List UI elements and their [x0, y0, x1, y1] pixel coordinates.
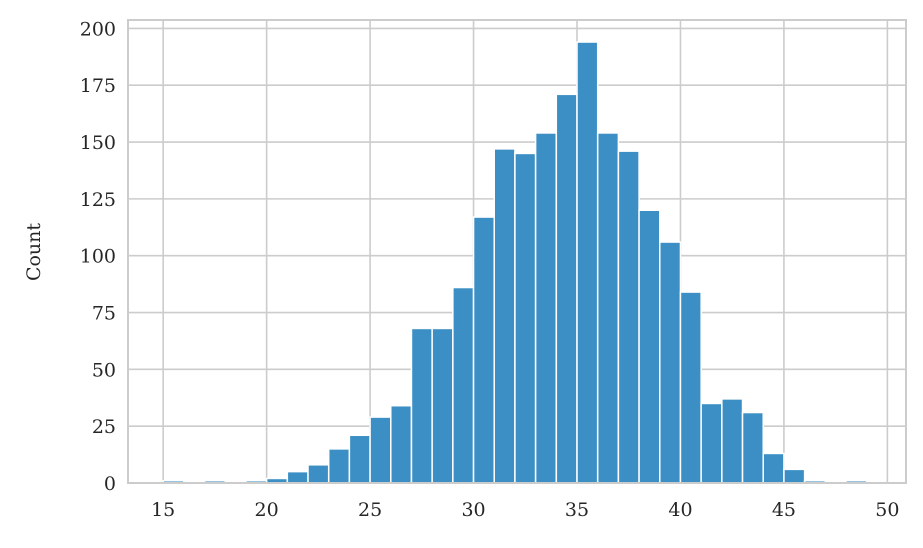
bar [741, 411, 764, 484]
x-tick-label: 15 [151, 499, 175, 521]
bar [369, 416, 392, 484]
x-tick-label: 35 [565, 499, 589, 521]
y-tick-label: 100 [80, 246, 116, 268]
bar [617, 150, 640, 484]
bar [659, 241, 682, 484]
x-tick-label: 45 [772, 499, 796, 521]
y-tick-label: 125 [80, 189, 116, 211]
bar [679, 291, 702, 484]
x-tick-label: 50 [875, 499, 899, 521]
bar [452, 286, 475, 484]
bar [555, 93, 578, 484]
bar [783, 468, 806, 484]
y-tick-label: 75 [92, 303, 116, 325]
bar [327, 448, 351, 484]
bar [348, 434, 371, 484]
bar [410, 327, 433, 484]
bar [472, 216, 495, 484]
bar [534, 132, 558, 484]
x-tick-label: 40 [668, 499, 692, 521]
bar [596, 132, 620, 484]
bar [700, 402, 723, 484]
y-tick-label: 50 [92, 359, 116, 381]
y-tick-label: 175 [80, 75, 116, 97]
x-tick-label: 20 [255, 499, 279, 521]
y-tick-label: 200 [80, 18, 116, 40]
y-tick-label: 25 [92, 416, 116, 438]
bar [390, 404, 413, 484]
bar [514, 152, 537, 484]
bar [286, 470, 309, 484]
bar [762, 452, 785, 484]
bar [721, 398, 744, 484]
y-tick-label: 150 [80, 132, 116, 154]
y-tick-label: 0 [104, 473, 116, 495]
x-tick-label: 25 [358, 499, 382, 521]
x-tick-label: 30 [461, 499, 485, 521]
bar [431, 327, 454, 484]
axes-frame [127, 19, 907, 484]
bar [307, 464, 330, 484]
bar [576, 41, 599, 484]
bar [638, 209, 661, 484]
bar [493, 148, 516, 484]
y-axis-label: Count [23, 223, 45, 281]
